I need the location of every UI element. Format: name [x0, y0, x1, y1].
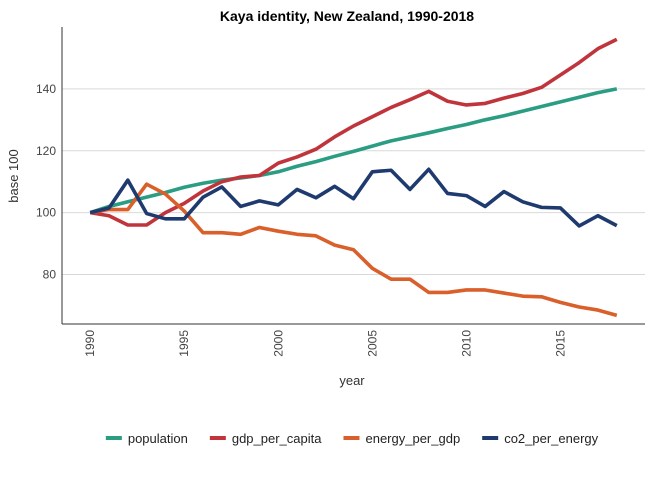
- chart-title: Kaya identity, New Zealand, 1990-2018: [220, 8, 474, 24]
- legend-item-population: population: [105, 431, 188, 446]
- x-tick-label: 2005: [365, 330, 379, 357]
- legend-item-energy-per-gdp: energy_per_gdp: [343, 431, 460, 446]
- x-tick-label: 2015: [553, 330, 567, 357]
- series-line-energy-per-gdp: [89, 182, 618, 318]
- y-tick-label: 80: [43, 268, 57, 282]
- legend-item-co2-per-energy: co2_per_energy: [482, 431, 599, 446]
- grid-lines: [62, 88, 645, 275]
- series-lines: [89, 37, 618, 318]
- y-axis-title: base 100: [6, 149, 21, 203]
- y-tick-label: 140: [36, 82, 56, 96]
- legend-label: gdp_per_capita: [232, 431, 322, 446]
- x-tick-label: 2010: [459, 330, 473, 357]
- y-tick-labels: 80 100 120 140: [36, 82, 56, 282]
- x-tick-label: 1995: [177, 330, 191, 357]
- legend-label: population: [128, 431, 188, 446]
- x-tick-labels: 1990 1995 2000 2005 2010 2015: [83, 330, 567, 357]
- legend-item-gdp-per-capita: gdp_per_capita: [209, 431, 322, 446]
- y-tick-label: 120: [36, 144, 56, 158]
- legend: population gdp_per_capita energy_per_gdp co…: [105, 431, 599, 446]
- legend-label: co2_per_energy: [504, 431, 598, 446]
- series-line-population: [89, 87, 618, 215]
- series-line-co2-per-energy: [89, 167, 618, 228]
- x-tick-label: 1990: [83, 330, 97, 357]
- y-tick-label: 100: [36, 206, 56, 220]
- x-tick-label: 2000: [271, 330, 285, 357]
- x-axis-title: year: [339, 373, 365, 388]
- legend-label: energy_per_gdp: [365, 431, 460, 446]
